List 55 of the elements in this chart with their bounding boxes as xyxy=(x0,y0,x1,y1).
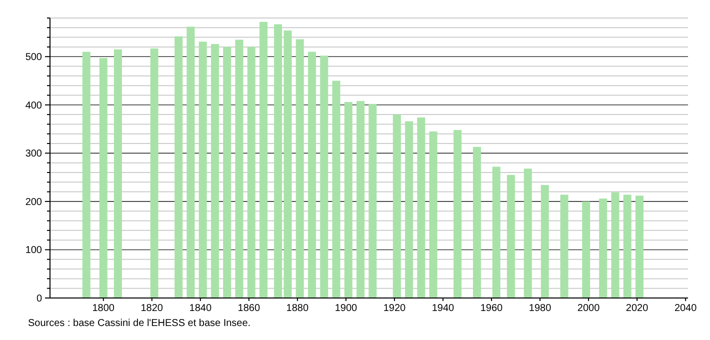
bar xyxy=(247,46,256,298)
x-tick-label: 2020 xyxy=(626,303,649,314)
bar xyxy=(223,46,232,298)
bar xyxy=(429,131,438,298)
bar xyxy=(392,114,401,298)
bar xyxy=(210,44,219,298)
bar xyxy=(235,40,244,298)
x-tick-label: 1900 xyxy=(334,303,358,314)
bar xyxy=(492,166,500,298)
bar xyxy=(356,101,365,298)
x-tick-label: 1960 xyxy=(480,303,504,314)
x-tick-label: 1920 xyxy=(383,303,406,314)
bar xyxy=(308,52,316,298)
bar xyxy=(599,198,608,298)
bar xyxy=(417,117,426,298)
bar xyxy=(506,174,515,298)
y-tick-label: 100 xyxy=(25,245,42,256)
x-tick-label: 1880 xyxy=(286,303,309,314)
x-tick-label: 1860 xyxy=(238,303,260,314)
bar xyxy=(296,39,304,298)
bar xyxy=(582,201,590,298)
bar xyxy=(368,104,377,298)
y-tick-label: 500 xyxy=(25,52,42,64)
bar xyxy=(150,48,158,298)
y-tick-label: 400 xyxy=(25,100,42,112)
y-tick-label: 200 xyxy=(25,196,42,208)
bar xyxy=(623,194,632,298)
x-tick-label: 1800 xyxy=(92,303,115,314)
bar xyxy=(405,121,414,298)
y-tick-label: 0 xyxy=(36,294,42,304)
x-tick-label: 1820 xyxy=(140,303,164,314)
bar xyxy=(635,196,644,298)
bar xyxy=(560,194,568,298)
bar xyxy=(540,185,549,298)
bar xyxy=(344,102,352,298)
bar xyxy=(174,36,183,298)
x-tick-label: 2040 xyxy=(674,303,698,314)
bar xyxy=(259,22,268,298)
bar xyxy=(611,192,620,298)
bar xyxy=(82,52,90,298)
y-tick-label: 300 xyxy=(25,148,42,160)
bar xyxy=(454,130,462,298)
bar xyxy=(472,146,481,298)
source-note: Sources : base Cassini de l'EHESS et base Insee. xyxy=(28,318,251,329)
bar xyxy=(332,80,340,298)
x-tick-label: 2000 xyxy=(577,303,600,314)
bar xyxy=(99,58,108,298)
bar xyxy=(114,49,122,298)
bar xyxy=(320,56,328,298)
bar xyxy=(186,26,195,298)
bar xyxy=(198,42,207,298)
x-tick-label: 1840 xyxy=(189,303,212,314)
x-tick-label: 1940 xyxy=(432,303,455,314)
bar xyxy=(524,168,532,298)
x-tick-label: 1980 xyxy=(528,303,552,314)
